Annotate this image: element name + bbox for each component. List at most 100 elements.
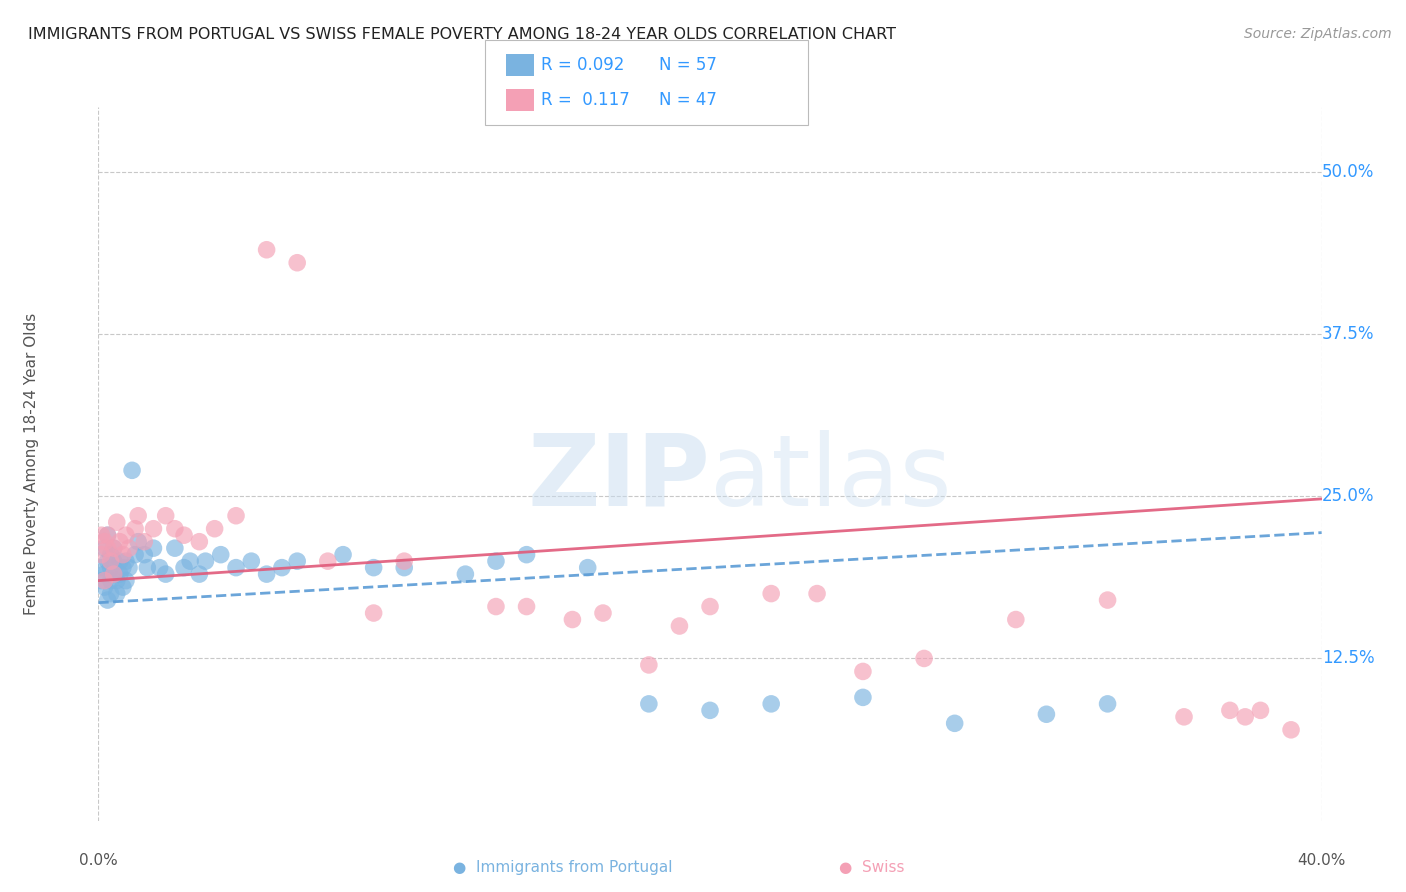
Text: 0.0%: 0.0% — [79, 853, 118, 868]
Point — [363, 606, 385, 620]
Point — [204, 522, 226, 536]
Point — [118, 541, 141, 556]
Point — [173, 528, 195, 542]
Point — [149, 560, 172, 574]
Point — [392, 560, 416, 574]
Point — [111, 560, 134, 574]
Point — [256, 243, 278, 257]
Point — [124, 522, 146, 536]
Point — [1173, 710, 1195, 724]
Point — [759, 697, 782, 711]
Point — [179, 554, 201, 568]
Point — [256, 567, 278, 582]
Point — [105, 574, 128, 588]
Point — [127, 508, 149, 523]
Point — [115, 574, 138, 588]
Point — [363, 560, 385, 574]
Point — [97, 528, 120, 542]
Point — [912, 651, 935, 665]
Point — [637, 697, 661, 711]
Point — [100, 574, 122, 588]
Point — [225, 560, 247, 574]
Point — [316, 554, 339, 568]
Point — [97, 528, 120, 542]
Point — [576, 560, 599, 574]
Point — [142, 522, 165, 536]
Point — [142, 541, 165, 556]
Point — [485, 554, 508, 568]
Point — [121, 463, 143, 477]
Point — [1234, 710, 1257, 724]
Point — [93, 567, 115, 582]
Point — [100, 560, 122, 574]
Point — [93, 574, 115, 588]
Point — [118, 560, 141, 574]
Point — [115, 554, 138, 568]
Text: 12.5%: 12.5% — [1322, 649, 1374, 667]
Point — [90, 560, 112, 574]
Point — [516, 548, 538, 562]
Point — [240, 554, 263, 568]
Point — [93, 580, 115, 594]
Point — [90, 528, 112, 542]
Text: 40.0%: 40.0% — [1298, 853, 1346, 868]
Point — [134, 548, 156, 562]
Point — [1035, 707, 1057, 722]
Point — [1097, 697, 1119, 711]
Point — [97, 593, 120, 607]
Point — [108, 554, 131, 568]
Text: 37.5%: 37.5% — [1322, 325, 1374, 343]
Point — [90, 548, 112, 562]
Point — [285, 554, 308, 568]
Point — [1004, 613, 1026, 627]
Point — [852, 665, 875, 679]
Point — [188, 567, 211, 582]
Point — [516, 599, 538, 614]
Point — [93, 534, 115, 549]
Point — [108, 534, 131, 549]
Point — [668, 619, 690, 633]
Point — [759, 586, 782, 600]
Point — [194, 554, 217, 568]
Point — [134, 534, 156, 549]
Point — [163, 541, 186, 556]
Point — [90, 574, 112, 588]
Point — [93, 541, 115, 556]
Point — [852, 690, 875, 705]
Point — [105, 586, 128, 600]
Text: ZIP: ZIP — [527, 430, 710, 526]
Text: atlas: atlas — [710, 430, 952, 526]
Point — [127, 534, 149, 549]
Text: R = 0.092: R = 0.092 — [541, 56, 624, 74]
Point — [1097, 593, 1119, 607]
Point — [155, 567, 177, 582]
Text: 50.0%: 50.0% — [1322, 163, 1374, 181]
Point — [100, 586, 122, 600]
Point — [103, 567, 125, 582]
Point — [115, 528, 138, 542]
Point — [332, 548, 354, 562]
Point — [225, 508, 247, 523]
Text: ●  Immigrants from Portugal: ● Immigrants from Portugal — [453, 860, 672, 874]
Point — [155, 508, 177, 523]
Point — [100, 548, 122, 562]
Point — [592, 606, 614, 620]
Point — [454, 567, 477, 582]
Text: IMMIGRANTS FROM PORTUGAL VS SWISS FEMALE POVERTY AMONG 18-24 YEAR OLDS CORRELATI: IMMIGRANTS FROM PORTUGAL VS SWISS FEMALE… — [28, 27, 896, 42]
Point — [100, 554, 122, 568]
Point — [270, 560, 292, 574]
Point — [103, 567, 125, 582]
Text: Source: ZipAtlas.com: Source: ZipAtlas.com — [1244, 27, 1392, 41]
Point — [1279, 723, 1302, 737]
Point — [111, 580, 134, 594]
Text: R =  0.117: R = 0.117 — [541, 91, 630, 109]
Point — [105, 515, 128, 529]
Text: 25.0%: 25.0% — [1322, 487, 1374, 505]
Point — [97, 554, 120, 568]
Point — [637, 657, 661, 672]
Point — [103, 554, 125, 568]
Point — [209, 548, 232, 562]
Point — [699, 599, 721, 614]
Point — [124, 548, 146, 562]
Point — [485, 599, 508, 614]
